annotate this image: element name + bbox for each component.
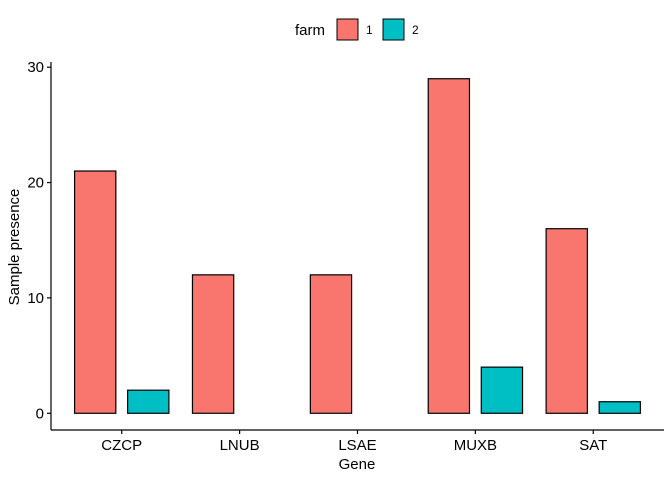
bar-muxb-farm-2 (480, 366, 524, 414)
x-tick-label-czcp: CZCP (101, 437, 142, 454)
x-tick-label-sat: SAT (579, 437, 607, 454)
bar-sat-farm-2 (598, 401, 642, 414)
x-tick-label-lnub: LNUB (220, 437, 260, 454)
legend-title: farm (295, 22, 325, 39)
legend-key-farm-1 (336, 18, 359, 41)
bar-sat-farm-1 (545, 228, 588, 414)
y-tick-label-30: 30 (27, 59, 44, 76)
bar-czcp-farm-2 (127, 389, 170, 414)
bar-lnub-farm-1 (191, 274, 235, 414)
legend-key-farm-2 (382, 18, 405, 41)
y-axis-title: Sample presence (6, 189, 23, 306)
y-tick-label-10: 10 (27, 290, 44, 307)
bars (73, 78, 642, 414)
legend-label-farm-1: 1 (366, 23, 373, 37)
legend: farm 1 2 (295, 18, 419, 41)
legend-label-farm-2: 2 (412, 23, 419, 37)
bar-lsae-farm-1 (309, 274, 353, 414)
bar-czcp-farm-1 (73, 170, 117, 414)
y-tick-label-20: 20 (27, 175, 44, 192)
axes: 0 10 20 30 CZCP LNUB LSAE MUXB SAT (27, 59, 664, 454)
x-axis-title: Gene (339, 456, 376, 473)
x-tick-label-lsae: LSAE (338, 437, 376, 454)
y-tick-label-0: 0 (36, 405, 44, 422)
x-tick-label-muxb: MUXB (454, 437, 497, 454)
bar-muxb-farm-1 (427, 78, 471, 414)
